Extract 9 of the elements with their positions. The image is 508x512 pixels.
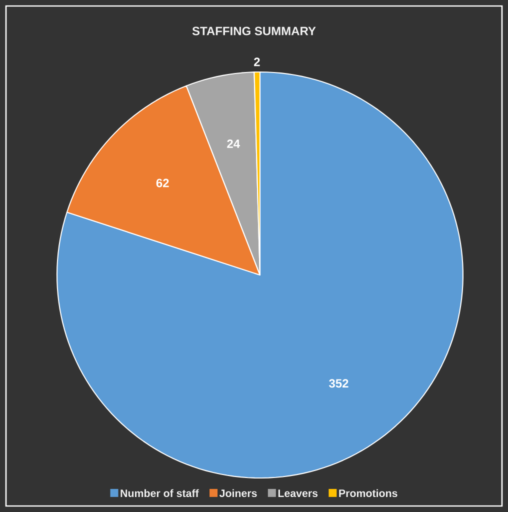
data-label: 352 bbox=[329, 379, 348, 388]
legend-label: Promotions bbox=[339, 489, 398, 498]
data-label: 24 bbox=[227, 139, 240, 148]
legend-label: Number of staff bbox=[120, 489, 199, 498]
data-label: 2 bbox=[254, 58, 260, 66]
chart-title: STAFFING SUMMARY bbox=[192, 26, 316, 36]
data-label: 62 bbox=[156, 178, 169, 188]
legend-label: Joiners bbox=[219, 489, 257, 498]
legend-label: Leavers bbox=[278, 490, 318, 498]
